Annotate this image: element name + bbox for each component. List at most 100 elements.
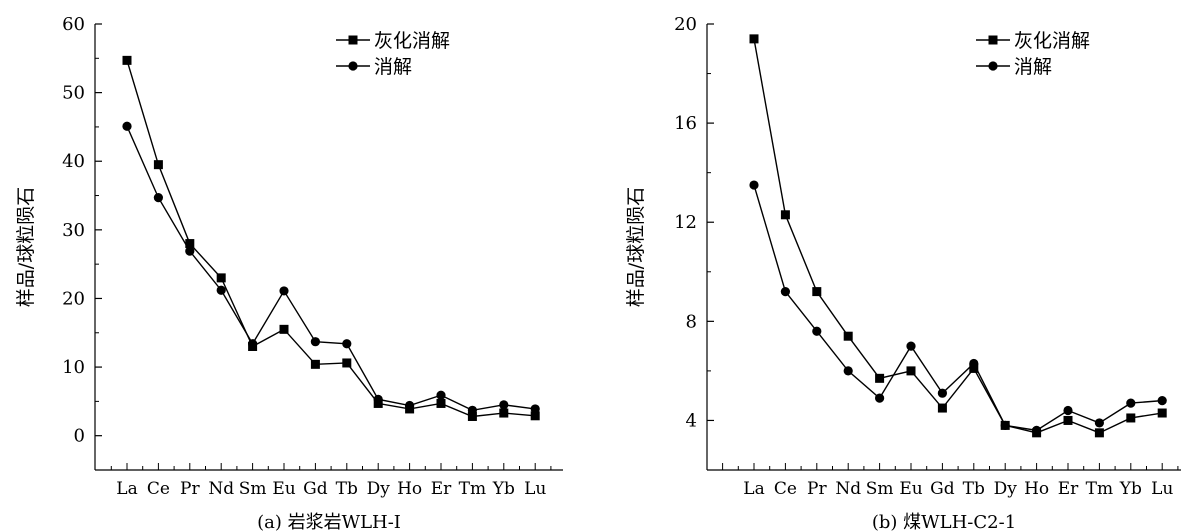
x-tick-label: Dy	[367, 479, 391, 499]
y-tick-label: 20	[674, 14, 697, 35]
series-line	[753, 38, 1163, 434]
data-point-circle	[1063, 405, 1073, 416]
x-tick-label: Er	[431, 479, 452, 499]
x-tick-label: Tb	[963, 479, 985, 499]
data-point-square	[310, 359, 320, 369]
data-point-circle	[812, 326, 822, 336]
data-point-circle	[467, 405, 477, 415]
data-point-square	[1063, 415, 1073, 425]
data-point-square	[153, 160, 163, 170]
legend-marker-circle	[988, 61, 998, 71]
data-point-circle	[749, 180, 759, 190]
data-point-square	[969, 363, 979, 373]
data-point-circle	[185, 246, 195, 256]
legend-label: 灰化消解	[1014, 30, 1090, 52]
data-point-circle	[530, 404, 540, 414]
x-tick-label: La	[743, 479, 764, 499]
y-tick-label: 30	[62, 220, 85, 241]
x-tick-label: Gd	[930, 479, 955, 499]
data-point-circle	[875, 393, 885, 403]
x-tick-label: Sm	[866, 479, 894, 499]
y-axis-label: 样品/球粒陨石	[625, 187, 647, 307]
data-point-circle	[310, 337, 320, 347]
data-point-square	[1094, 428, 1104, 438]
x-tick-label: Ce	[147, 479, 170, 499]
y-tick-label: 10	[62, 357, 85, 378]
data-point-circle	[248, 339, 258, 349]
data-point-circle	[499, 400, 509, 410]
data-point-square	[937, 403, 947, 413]
x-tick-label: Lu	[524, 479, 546, 499]
legend-label: 灰化消解	[374, 30, 450, 52]
data-point-square	[436, 398, 446, 408]
x-tick-label: Eu	[272, 479, 295, 499]
data-point-square	[342, 358, 352, 368]
data-point-circle	[1032, 425, 1042, 435]
data-point-circle	[153, 192, 163, 203]
data-point-circle	[780, 287, 791, 297]
data-point-circle	[906, 341, 916, 351]
y-tick-label: 12	[674, 212, 697, 233]
y-tick-label: 60	[62, 14, 85, 35]
chart-panel-a: 0 10 20 30 40 50 60 La Ce Pr Nd Sm Eu Gd Tb Dy Ho Er Tm Yb L…	[15, 14, 563, 531]
x-tick-label: Ho	[397, 479, 422, 499]
y-axis-label: 样品/球粒陨石	[15, 187, 37, 307]
x-tick-label: Yb	[492, 479, 515, 499]
x-tick-label: La	[116, 479, 137, 499]
data-point-square	[1157, 408, 1167, 418]
series-line	[753, 184, 1163, 432]
data-point-square	[467, 411, 477, 421]
data-point-square	[185, 239, 195, 249]
data-point-square	[279, 324, 289, 334]
x-tick-label: Lu	[1151, 479, 1173, 499]
data-point-square	[812, 287, 822, 297]
data-point-circle	[279, 286, 289, 296]
x-tick-label: Er	[1058, 479, 1079, 499]
chart-caption: (a) 岩浆岩WLH-I	[257, 512, 401, 531]
y-tick-label: 8	[686, 311, 697, 332]
legend-marker-square	[348, 35, 358, 45]
x-tick-label: Ce	[774, 479, 797, 499]
data-point-circle	[373, 394, 383, 404]
data-point-circle	[1126, 398, 1136, 408]
data-point-square	[749, 34, 759, 44]
data-point-circle	[342, 339, 352, 349]
x-tick-label: Sm	[239, 479, 267, 499]
data-point-circle	[405, 400, 415, 411]
data-point-square	[1126, 413, 1136, 423]
x-tick-label: Gd	[303, 479, 328, 499]
x-tick-label: Dy	[994, 479, 1018, 499]
data-point-circle	[216, 285, 226, 295]
y-tick-label: 50	[62, 83, 85, 104]
legend-marker-square	[988, 35, 998, 45]
data-point-square	[530, 411, 540, 421]
x-tick-label: Tm	[459, 479, 486, 499]
y-tick-label: 0	[74, 426, 85, 447]
data-point-square	[780, 210, 790, 220]
y-tick-label: 20	[62, 288, 85, 309]
x-tick-label: Ho	[1024, 479, 1049, 499]
y-tick-label: 4	[686, 410, 697, 431]
y-tick-label: 40	[62, 151, 85, 172]
x-tick-label: Nd	[835, 479, 861, 499]
data-point-square	[499, 408, 509, 418]
x-tick-label: Pr	[180, 479, 200, 499]
data-point-circle	[843, 366, 853, 376]
series-line	[126, 125, 536, 412]
chart-panel-b: 4 8 12 16 20 La Ce Pr Nd Sm Eu Gd Tb Dy Ho Er Tm Yb Lu 样品/球…	[625, 14, 1181, 531]
x-tick-label: Eu	[899, 479, 922, 499]
data-point-circle	[1157, 396, 1167, 406]
data-point-circle	[1000, 420, 1010, 430]
data-point-circle	[122, 121, 132, 131]
data-point-square	[875, 373, 885, 383]
x-tick-label: Nd	[208, 479, 234, 499]
chart-caption: (b) 煤WLH-C2-1	[872, 512, 1016, 531]
x-tick-label: Tb	[336, 479, 358, 499]
x-tick-label: Tm	[1086, 479, 1113, 499]
legend-marker-circle	[348, 61, 358, 71]
series-line	[126, 60, 536, 418]
data-point-circle	[436, 390, 446, 400]
legend-label: 消解	[1014, 56, 1052, 78]
legend-label: 消解	[374, 56, 412, 78]
data-point-square	[906, 366, 916, 376]
